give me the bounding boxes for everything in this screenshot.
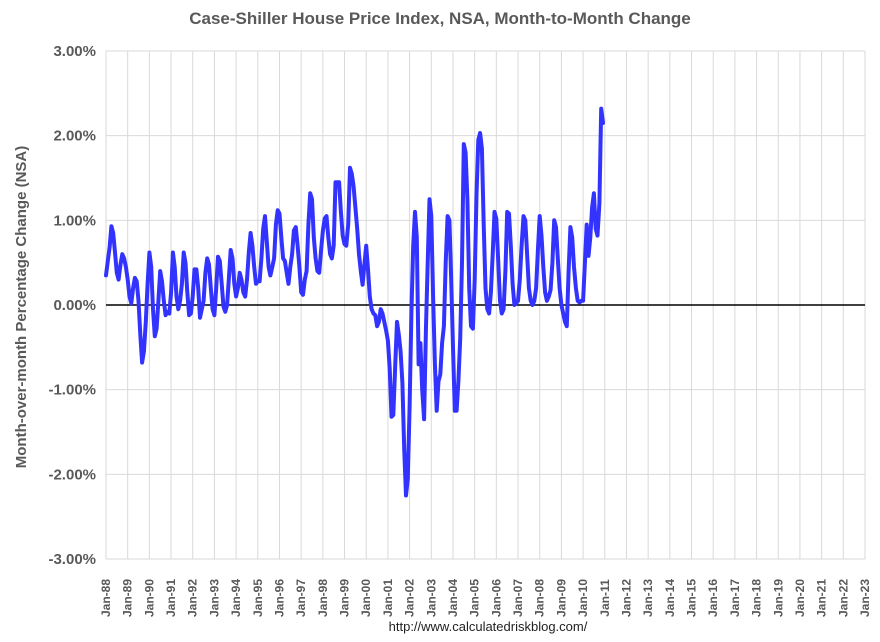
x-tick-label: Jan-90 xyxy=(142,579,156,617)
x-tick-label: Jan-08 xyxy=(533,579,547,617)
x-tick-label: Jan-02 xyxy=(403,579,417,617)
x-tick-label: Jan-91 xyxy=(164,579,178,617)
y-tick-label: 0.00% xyxy=(53,297,96,314)
y-axis-ticks: 3.00% 2.00% 1.00% 0.00% -1.00% -2.00% -3.00% xyxy=(48,43,96,568)
x-tick-label: Jan-18 xyxy=(750,579,764,617)
x-tick-label: Jan-21 xyxy=(815,579,829,617)
series-line-month-to-month-change xyxy=(104,106,605,498)
x-tick-label: Jan-03 xyxy=(424,579,438,617)
x-tick-label: Jan-11 xyxy=(598,579,612,617)
x-tick-label: Jan-04 xyxy=(446,579,460,617)
x-tick-label: Jan-94 xyxy=(229,579,243,617)
x-tick-label: Jan-13 xyxy=(641,579,655,617)
x-tick-label: Jan-93 xyxy=(207,579,221,617)
y-tick-label: -3.00% xyxy=(48,551,96,568)
x-tick-label: Jan-22 xyxy=(836,579,850,617)
x-tick-label: Jan-01 xyxy=(381,579,395,617)
x-tick-label: Jan-16 xyxy=(706,579,720,617)
y-tick-label: 3.00% xyxy=(53,43,96,60)
x-tick-label: Jan-88 xyxy=(99,579,113,617)
x-tick-label: Jan-20 xyxy=(793,579,807,617)
source-attribution: http://www.calculatedriskblog.com/ xyxy=(389,619,588,634)
x-tick-label: Jan-06 xyxy=(489,579,503,617)
x-tick-label: Jan-00 xyxy=(359,579,373,617)
x-tick-label: Jan-95 xyxy=(251,579,265,617)
x-tick-label: Jan-09 xyxy=(554,579,568,617)
x-tick-label: Jan-99 xyxy=(338,579,352,617)
x-tick-label: Jan-12 xyxy=(619,579,633,617)
x-tick-label: Jan-98 xyxy=(316,579,330,617)
x-axis-ticks: Jan-88 Jan-89 Jan-90 Jan-91 Jan-92 Jan-93 Jan-… xyxy=(99,579,872,617)
x-tick-label: Jan-19 xyxy=(771,579,785,617)
y-tick-label: -1.00% xyxy=(48,382,96,399)
x-tick-label: Jan-89 xyxy=(121,579,135,617)
chart-title: Case-Shiller House Price Index, NSA, Mon… xyxy=(189,9,691,28)
x-tick-label: Jan-96 xyxy=(272,579,286,617)
x-tick-label: Jan-14 xyxy=(663,579,677,617)
y-tick-label: 1.00% xyxy=(53,212,96,229)
x-tick-label: Jan-15 xyxy=(685,579,699,617)
y-axis-label: Month-over-month Percentage Change (NSA) xyxy=(13,146,30,469)
y-tick-label: 2.00% xyxy=(53,128,96,145)
x-tick-label: Jan-17 xyxy=(728,579,742,617)
y-tick-label: -2.00% xyxy=(48,466,96,483)
x-tick-label: Jan-23 xyxy=(858,579,872,617)
x-tick-label: Jan-07 xyxy=(511,579,525,617)
x-tick-label: Jan-97 xyxy=(294,579,308,617)
x-tick-label: Jan-05 xyxy=(468,579,482,617)
x-tick-label: Jan-10 xyxy=(576,579,590,617)
x-tick-label: Jan-92 xyxy=(186,579,200,617)
